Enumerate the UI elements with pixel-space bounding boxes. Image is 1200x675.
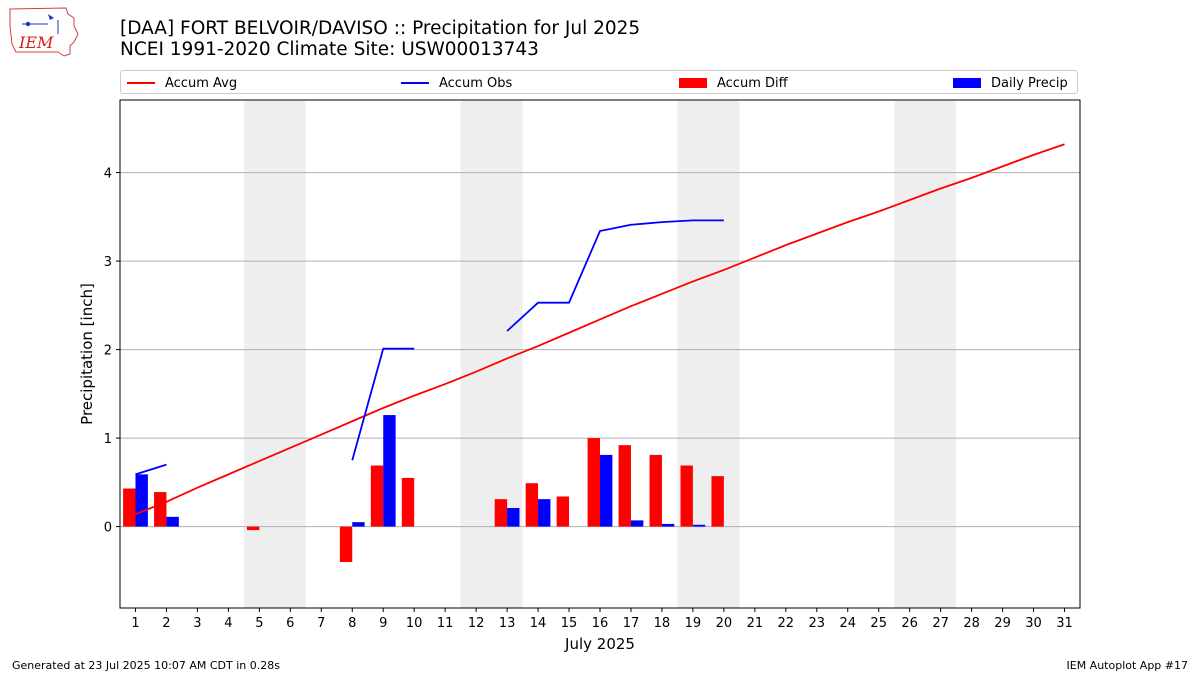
accum-diff-bar xyxy=(339,526,353,562)
legend-item-accum-obs: Accum Obs xyxy=(401,74,512,92)
legend-swatch-daily-precip xyxy=(953,78,981,88)
daily-precip-bar xyxy=(507,507,520,527)
x-tick-label: 31 xyxy=(1056,616,1073,631)
legend-label-daily-precip: Daily Precip xyxy=(991,75,1068,91)
daily-precip-bar xyxy=(661,523,675,527)
x-tick-label: 1 xyxy=(131,616,139,631)
accum-obs-line xyxy=(135,219,724,476)
x-tick-label: 10 xyxy=(406,616,423,631)
x-tick-label: 14 xyxy=(530,616,547,631)
iem-logo: IEM xyxy=(8,6,80,60)
x-tick-label: 19 xyxy=(685,616,702,631)
x-tick-label: 11 xyxy=(437,616,454,631)
accum-diff-bar xyxy=(525,483,539,527)
accum-diff-bar xyxy=(587,438,600,527)
title-line-1: [DAA] FORT BELVOIR/DAVISO :: Precipitati… xyxy=(120,18,641,39)
accum-diff-bar xyxy=(680,465,693,527)
y-tick-label: 2 xyxy=(104,344,112,359)
legend-label-accum-diff: Accum Diff xyxy=(717,75,788,91)
accum-diff-bar xyxy=(618,445,631,527)
accum-diff-bar xyxy=(494,499,508,527)
logo-text: IEM xyxy=(18,33,54,52)
x-tick-label: 15 xyxy=(561,616,578,631)
x-tick-label: 30 xyxy=(1025,616,1042,631)
x-tick-label: 27 xyxy=(932,616,949,631)
x-tick-label: 18 xyxy=(654,616,671,631)
accum-diff-bars xyxy=(123,438,724,562)
x-axis-ticks: 1 2 3 4 5 6 7 8 9 10 11 12 13 14 15 16 17 18 19 20 21 22 23 24 2… xyxy=(131,608,1073,631)
accum-diff-bar xyxy=(370,465,384,527)
accum-diff-bar xyxy=(649,454,662,527)
accum-diff-bar xyxy=(401,477,415,527)
y-tick-label: 0 xyxy=(104,521,112,536)
chart-title: [DAA] FORT BELVOIR/DAVISO :: Precipitati… xyxy=(120,18,640,60)
accum-obs-segment xyxy=(506,219,724,332)
x-tick-label: 7 xyxy=(317,616,325,631)
legend-swatch-accum-avg xyxy=(127,82,155,84)
accum-diff-bar xyxy=(711,476,724,527)
x-tick-label: 4 xyxy=(224,616,232,631)
y-axis-label: Precipitation [inch] xyxy=(78,283,96,425)
daily-precip-bar xyxy=(538,499,551,527)
x-tick-label: 2 xyxy=(162,616,170,631)
legend-swatch-accum-obs xyxy=(401,82,429,84)
accum-diff-bar xyxy=(123,488,136,527)
x-tick-label: 26 xyxy=(901,616,918,631)
x-tick-label: 17 xyxy=(623,616,640,631)
x-tick-label: 29 xyxy=(994,616,1011,631)
x-tick-label: 28 xyxy=(963,616,980,631)
daily-precip-bar xyxy=(600,454,613,527)
legend: Accum Avg Accum Obs Accum Diff Daily Pre… xyxy=(120,70,1078,94)
legend-item-accum-avg: Accum Avg xyxy=(127,74,237,92)
x-tick-label: 3 xyxy=(193,616,201,631)
daily-precip-bar xyxy=(383,415,396,527)
accum-avg-line xyxy=(135,143,1065,516)
daily-precip-bar xyxy=(166,516,179,527)
weekend-band xyxy=(894,100,957,608)
x-tick-label: 12 xyxy=(468,616,485,631)
y-tick-label: 1 xyxy=(104,432,112,447)
legend-label-accum-obs: Accum Obs xyxy=(439,75,513,91)
x-axis-label: July 2025 xyxy=(564,635,635,653)
daily-precip-bar xyxy=(352,522,365,527)
x-tick-label: 20 xyxy=(716,616,733,631)
accum-obs-segment xyxy=(135,463,167,476)
weekend-band xyxy=(460,100,523,608)
x-tick-label: 9 xyxy=(379,616,387,631)
x-tick-label: 8 xyxy=(348,616,356,631)
accum-avg-polyline xyxy=(135,143,1065,516)
title-line-2: NCEI 1991-2020 Climate Site: USW00013743 xyxy=(120,39,539,60)
accum-diff-bar xyxy=(556,496,570,527)
daily-precip-bar xyxy=(135,474,148,527)
accum-diff-bar xyxy=(154,492,167,527)
footer-generated: Generated at 23 Jul 2025 10:07 AM CDT in… xyxy=(12,659,280,672)
accum-obs-segment xyxy=(351,347,415,461)
footer-app: IEM Autoplot App #17 xyxy=(1066,659,1189,672)
x-tick-label: 5 xyxy=(255,616,263,631)
daily-precip-bar xyxy=(630,520,644,527)
x-tick-label: 25 xyxy=(870,616,887,631)
x-tick-label: 13 xyxy=(499,616,516,631)
daily-precip-bar xyxy=(692,524,706,527)
x-tick-label: 24 xyxy=(839,616,856,631)
y-axis-ticks: 0 1 2 3 4 xyxy=(104,167,120,536)
x-tick-label: 22 xyxy=(778,616,795,631)
y-tick-label: 4 xyxy=(104,167,112,182)
x-tick-label: 21 xyxy=(747,616,764,631)
weekend-band xyxy=(677,100,740,608)
y-tick-label: 3 xyxy=(104,255,112,270)
x-tick-label: 6 xyxy=(286,616,294,631)
accum-diff-bar xyxy=(246,526,260,531)
daily-precip-bars xyxy=(135,415,706,527)
legend-item-accum-diff: Accum Diff xyxy=(679,74,788,92)
x-tick-label: 16 xyxy=(592,616,609,631)
weekend-band xyxy=(243,100,306,608)
x-tick-label: 23 xyxy=(809,616,826,631)
legend-label-accum-avg: Accum Avg xyxy=(165,75,238,91)
legend-item-daily-precip: Daily Precip xyxy=(953,74,1068,92)
legend-swatch-accum-diff xyxy=(679,78,707,88)
